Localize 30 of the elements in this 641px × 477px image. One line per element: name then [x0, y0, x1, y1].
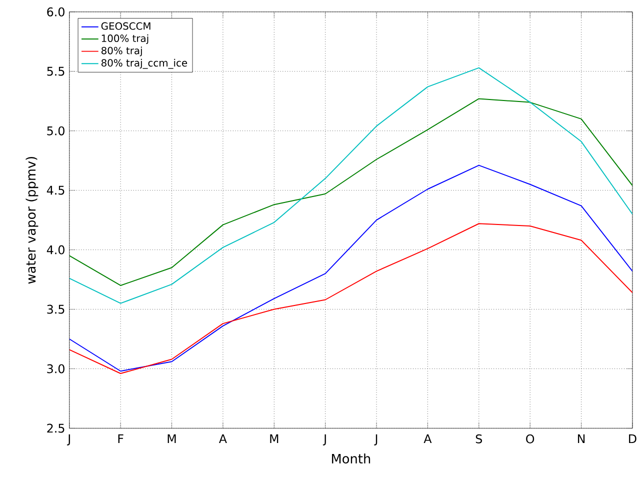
- x-tick-label: J: [322, 434, 326, 446]
- y-tick-label: 6.0: [47, 7, 64, 16]
- legend-label: 80% traj: [101, 46, 142, 56]
- legend-label: 100% traj: [102, 34, 148, 44]
- y-tick-label: 4.0: [46, 245, 64, 254]
- x-tick-label: S: [476, 434, 482, 444]
- line-series: [69, 164, 632, 372]
- x-tick-label: M: [168, 434, 176, 444]
- y-tick-label: 5.5: [47, 67, 64, 76]
- line-series: [69, 223, 632, 374]
- legend-label: 80% traj_ccm_ice: [101, 59, 188, 69]
- x-tick-label: O: [526, 434, 534, 444]
- x-tick-label: J: [374, 434, 378, 446]
- y-tick-label: 4.5: [46, 186, 64, 195]
- x-tick-label: D: [629, 434, 636, 444]
- y-tick-label: 2.5: [47, 424, 64, 433]
- x-tick-label: J: [67, 434, 70, 446]
- x-axis-title: Month: [332, 454, 370, 464]
- x-tick-label: A: [424, 434, 432, 444]
- y-tick-label: 3.0: [47, 364, 64, 374]
- y-tick-label: 5.0: [47, 126, 64, 136]
- x-tick-label: M: [270, 434, 278, 444]
- legend-label: GEOSCCM: [101, 22, 150, 30]
- x-tick-label: A: [218, 434, 227, 444]
- line-series: [69, 67, 632, 304]
- x-tick-label: N: [578, 434, 585, 444]
- y-axis-title: water vapor (ppmv): [26, 157, 38, 284]
- x-tick-label: F: [118, 434, 124, 444]
- line-series: [69, 98, 632, 286]
- y-tick-label: 3.5: [47, 304, 64, 314]
